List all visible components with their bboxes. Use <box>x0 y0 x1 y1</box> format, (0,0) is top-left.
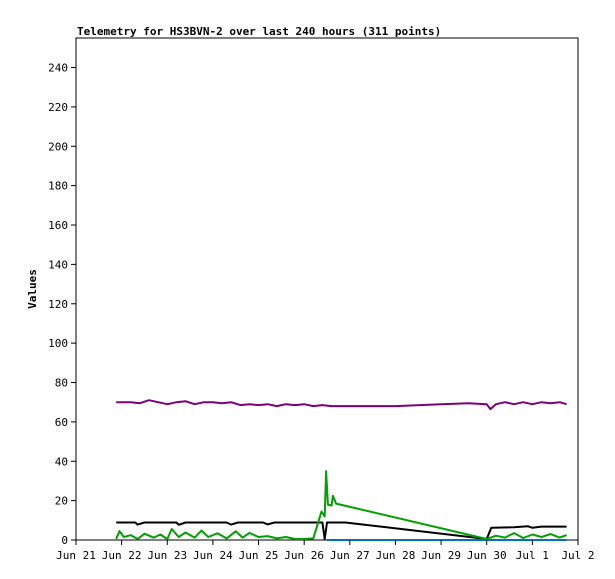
x-tick-label: Jul 2 <box>561 549 594 562</box>
y-tick-label: 80 <box>55 377 68 390</box>
y-tick-label: 220 <box>48 101 68 114</box>
x-tick-label: Jun 21 <box>56 549 96 562</box>
y-tick-label: 120 <box>48 298 68 311</box>
series-layer <box>115 399 567 541</box>
x-tick-label: Jun 27 <box>330 549 370 562</box>
x-tick-label: Jun 22 <box>102 549 142 562</box>
series-line-2 <box>116 521 567 540</box>
x-tick-label: Jun 29 <box>421 549 461 562</box>
plot-frame <box>75 37 579 541</box>
x-tick-label: Jun 25 <box>239 549 279 562</box>
y-tick-label: 100 <box>48 337 68 350</box>
y-axis-label: Values <box>26 269 39 309</box>
y-tick-label: 180 <box>48 180 68 193</box>
series-line-3 <box>115 470 567 540</box>
chart-title: Telemetry for HS3BVN-2 over last 240 hou… <box>77 25 441 38</box>
x-tick-label: Jun 24 <box>193 549 233 562</box>
y-tick-label: 240 <box>48 62 68 75</box>
y-tick-label: 40 <box>55 455 68 468</box>
x-tick-label: Jun 23 <box>147 549 187 562</box>
y-tick-label: 200 <box>48 140 68 153</box>
x-tick-label: Jul 1 <box>516 549 549 562</box>
y-tick-label: 0 <box>61 534 68 547</box>
series-line-1 <box>116 399 567 411</box>
x-tick-layer: Jun 21 Jun 22 Jun 23 Jun 24 Jun 25 Jun 26 Jun … <box>56 540 595 562</box>
y-tick-label: 60 <box>55 416 68 429</box>
y-tick-label: 140 <box>48 258 68 271</box>
y-tick-label: 160 <box>48 219 68 232</box>
y-tick-label: 20 <box>55 495 68 508</box>
x-tick-label: Jun 26 <box>284 549 324 562</box>
x-tick-label: Jun 28 <box>376 549 416 562</box>
x-tick-label: Jun 30 <box>467 549 507 562</box>
y-tick-layer: 0 20 40 60 80 100 120 140 160 180 200 220 240 <box>48 62 76 547</box>
